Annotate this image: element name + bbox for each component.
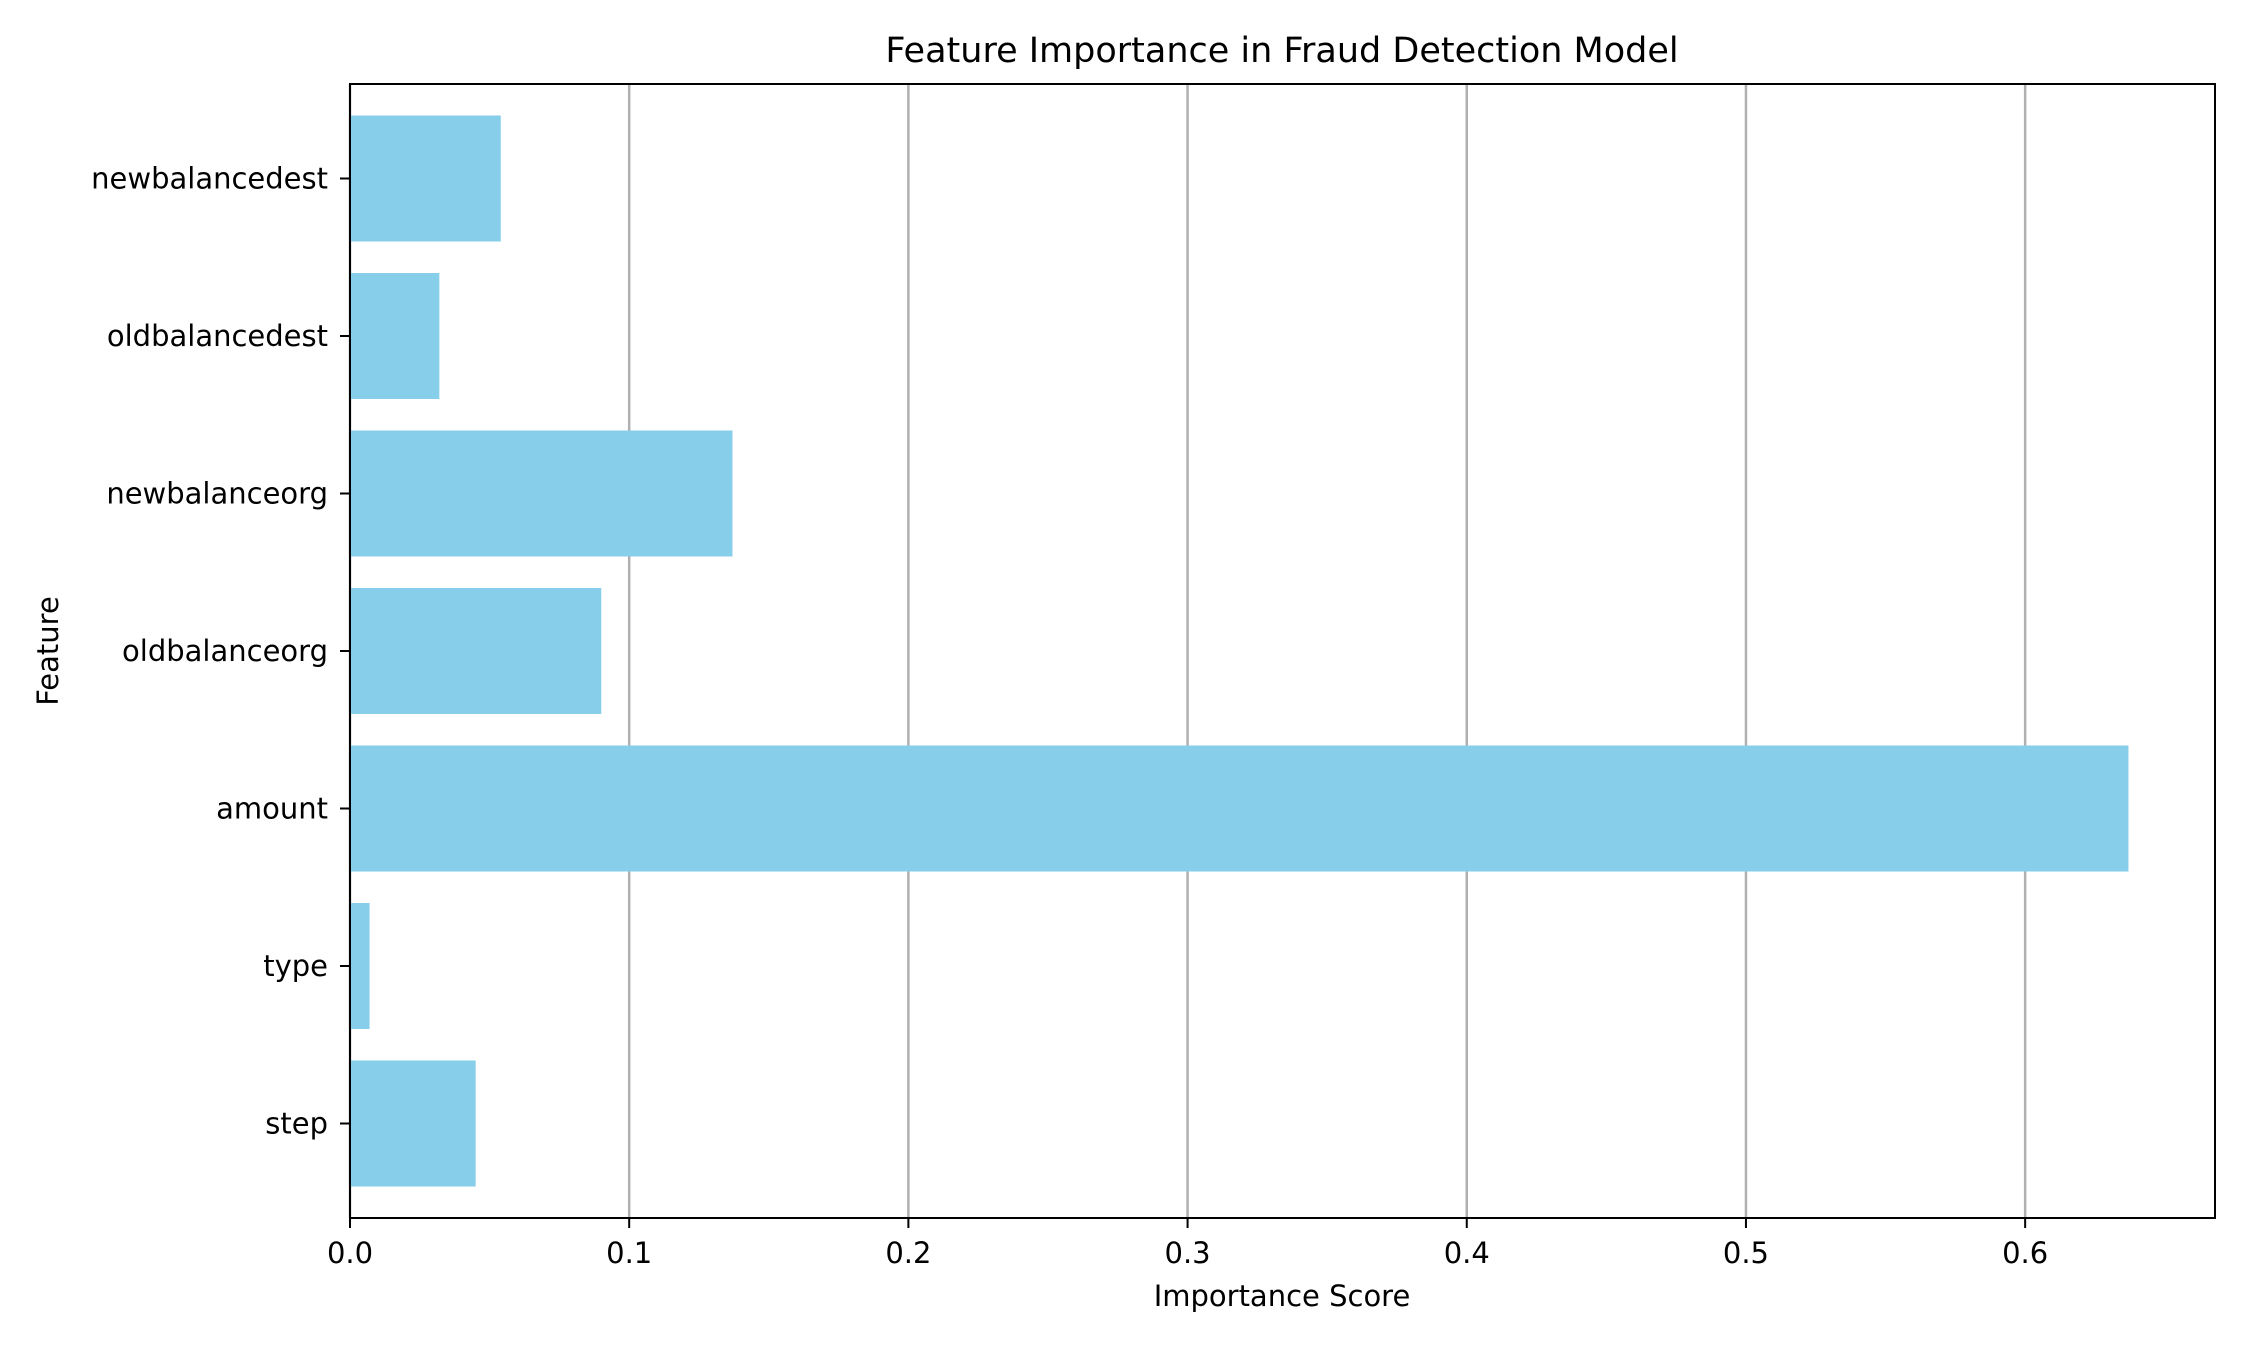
bar-amount <box>350 745 2129 872</box>
bar-newbalanceorg <box>350 430 733 557</box>
x-tick-label: 0.4 <box>1444 1236 1490 1270</box>
bar-step <box>350 1060 476 1187</box>
y-tick-label: newbalanceorg <box>106 477 328 511</box>
bar-oldbalanceorg <box>350 588 602 714</box>
x-axis-label: Importance Score <box>1154 1279 1411 1313</box>
x-tick-label: 0.1 <box>606 1236 652 1270</box>
bar-newbalancedest <box>350 115 501 242</box>
y-tick-label: step <box>265 1107 328 1141</box>
x-tick-label: 0.3 <box>1165 1236 1211 1270</box>
bar-oldbalancedest <box>350 273 440 399</box>
y-axis-label: Feature <box>31 596 65 706</box>
y-tick-label: newbalancedest <box>91 162 328 196</box>
gridlines <box>348 84 2027 1218</box>
bar-type <box>350 903 370 1029</box>
y-tick-label: oldbalanceorg <box>122 634 328 668</box>
x-tick-label: 0.2 <box>885 1236 931 1270</box>
bars <box>350 115 2129 1187</box>
y-tick-label: oldbalancedest <box>107 319 328 353</box>
x-tick-label: 0.0 <box>327 1236 373 1270</box>
y-tick-label: type <box>263 949 328 983</box>
chart-title: Feature Importance in Fraud Detection Mo… <box>885 31 1678 71</box>
x-tick-label: 0.6 <box>2002 1236 2048 1270</box>
x-tick-label: 0.5 <box>1723 1236 1769 1270</box>
ticks: 0.0 0.1 0.2 0.3 0.4 0.5 0.6 step type amount oldba… <box>91 162 2048 1271</box>
y-tick-label: amount <box>216 792 328 826</box>
